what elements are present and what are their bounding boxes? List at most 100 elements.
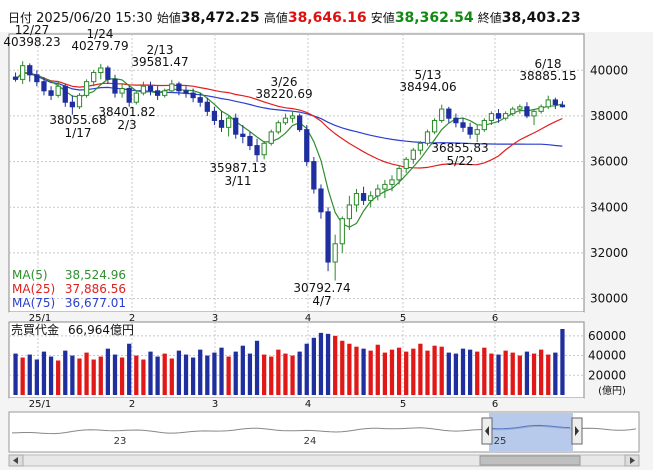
ma75-line xyxy=(15,72,563,147)
candle xyxy=(424,129,431,146)
quote-header: 日付 2025/06/20 15:30 始値38,472.25 高値38,646… xyxy=(0,0,653,32)
ma5-legend-label: MA(5) xyxy=(12,268,48,282)
volume-bar xyxy=(240,345,245,395)
candle xyxy=(389,175,395,192)
navigator-left-handle[interactable] xyxy=(481,417,493,445)
month-strip-bg xyxy=(9,398,584,408)
candle xyxy=(481,118,487,132)
volume-bar xyxy=(134,355,139,395)
volume-bar xyxy=(368,350,373,395)
volume-bar xyxy=(276,349,281,395)
volume-bar xyxy=(425,350,430,395)
candle xyxy=(83,79,90,98)
candle xyxy=(431,118,438,135)
volume-bar xyxy=(205,355,210,395)
navigator-selection[interactable] xyxy=(489,413,573,451)
candle xyxy=(76,93,83,110)
month-label: 6 xyxy=(492,399,498,410)
candle xyxy=(218,111,225,132)
candle xyxy=(98,63,104,80)
volume-bar xyxy=(510,352,515,395)
annotation-value: 38401.82 xyxy=(98,105,155,119)
annotation-date: 4/7 xyxy=(312,294,331,308)
month-label: 6 xyxy=(492,313,498,324)
candle xyxy=(346,195,353,231)
month-labels-bottom: 25/1 2 3 4 5 6 xyxy=(9,398,584,410)
volume-bar xyxy=(198,349,203,395)
month-label: 2 xyxy=(129,399,135,410)
close-label: 終値 xyxy=(477,11,502,25)
ma75-legend-value: 36,677.01 xyxy=(65,296,126,310)
volume-bar xyxy=(290,355,295,395)
candle xyxy=(524,102,530,119)
volume-bar xyxy=(112,354,118,395)
volume-bar xyxy=(482,347,487,395)
ma5-line xyxy=(15,71,563,228)
month-label: 25/1 xyxy=(29,313,51,324)
volume-bar xyxy=(382,352,388,395)
volume-bar xyxy=(411,348,416,395)
candle xyxy=(261,141,267,160)
high-value: 38,646.16 xyxy=(287,10,367,26)
candle xyxy=(495,109,502,123)
volume-bar xyxy=(269,356,274,395)
navigator-right-handle[interactable] xyxy=(571,417,583,445)
scrollbar-thumb[interactable] xyxy=(479,455,581,466)
volume-bar xyxy=(162,353,167,395)
volume-bar xyxy=(311,337,316,395)
volume-bar xyxy=(183,354,189,395)
ma-legend: MA(5) 38,524.96 MA(25) 37,886.56 MA(75) … xyxy=(12,268,126,310)
candle xyxy=(339,216,345,253)
scroll-left-button[interactable] xyxy=(8,454,24,467)
volume-bar xyxy=(247,353,253,395)
annotation-value: 30792.74 xyxy=(293,281,350,295)
candle xyxy=(353,188,360,212)
candle xyxy=(332,234,338,281)
candle xyxy=(119,83,125,98)
candle xyxy=(460,118,466,132)
annotation-date: 6/18 xyxy=(535,57,562,71)
candle xyxy=(254,138,260,162)
month-label: 4 xyxy=(305,313,311,324)
annotation-date: 5/22 xyxy=(447,154,474,168)
volume-bar xyxy=(63,350,68,395)
volume-bar xyxy=(446,352,451,395)
price-tick-label: 32000 xyxy=(590,246,628,260)
volume-bar xyxy=(77,358,82,395)
ma75-legend-label: MA(75) xyxy=(12,296,55,310)
candle xyxy=(311,157,317,194)
annotation-value: 40279.79 xyxy=(71,39,128,53)
candle xyxy=(510,106,516,116)
volume-bar xyxy=(212,352,217,395)
annotation-date: 12/27 xyxy=(15,23,50,37)
candle xyxy=(225,115,232,137)
volume-bar xyxy=(467,349,473,395)
volume-bar xyxy=(27,354,32,395)
candle xyxy=(517,104,523,114)
candle xyxy=(211,106,218,126)
low-value: 38,362.54 xyxy=(394,10,474,26)
candle xyxy=(247,131,253,151)
candle xyxy=(502,111,509,121)
volume-bar xyxy=(318,332,324,395)
volume-bar xyxy=(496,354,501,395)
annotation-value: 36855.83 xyxy=(431,141,488,155)
volume-bar xyxy=(524,351,530,395)
scroll-right-button[interactable] xyxy=(624,454,640,467)
annotation-date: 5/13 xyxy=(415,68,442,82)
candle xyxy=(20,61,26,84)
volume-bar xyxy=(297,351,302,395)
candle xyxy=(304,125,310,167)
month-labels-top: 25/1 2 3 4 5 6 xyxy=(9,312,584,324)
arrow-left-icon xyxy=(13,457,18,464)
candle xyxy=(48,86,54,100)
candle xyxy=(169,79,175,94)
month-label: 5 xyxy=(400,399,406,410)
